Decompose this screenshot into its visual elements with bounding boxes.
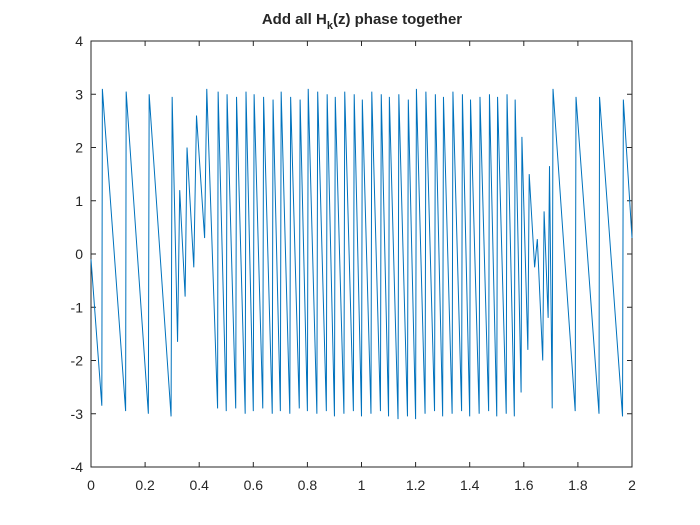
title-subscript: k (327, 20, 334, 32)
y-tick-label: 1 (75, 193, 83, 209)
x-tick-label: 0.2 (135, 477, 155, 493)
y-tick-label: 2 (75, 140, 83, 156)
x-tick-label: 1.4 (460, 477, 480, 493)
title-text: (z) phase together (333, 11, 462, 28)
x-tick-label: 1.8 (568, 477, 588, 493)
y-tick-label: 4 (75, 33, 83, 49)
x-tick-label: 0.8 (298, 477, 318, 493)
title-text: Add all H (262, 11, 327, 28)
y-tick-label: -3 (71, 406, 84, 422)
y-tick-label: -2 (71, 353, 84, 369)
x-tick-label: 0 (87, 477, 95, 493)
x-tick-label: 1.2 (406, 477, 426, 493)
x-tick-label: 2 (628, 477, 636, 493)
x-tick-label: 0.6 (244, 477, 264, 493)
y-tick-label: -4 (71, 459, 84, 475)
y-tick-label: 3 (75, 86, 83, 102)
x-tick-label: 1.6 (514, 477, 534, 493)
x-tick-label: 0.4 (189, 477, 209, 493)
y-tick-label: -1 (71, 299, 84, 315)
x-tick-label: 1 (358, 477, 366, 493)
data-line (90, 88, 633, 420)
y-tick-label: 0 (75, 246, 83, 262)
chart-title: Add all Hk(z) phase together (262, 11, 462, 32)
